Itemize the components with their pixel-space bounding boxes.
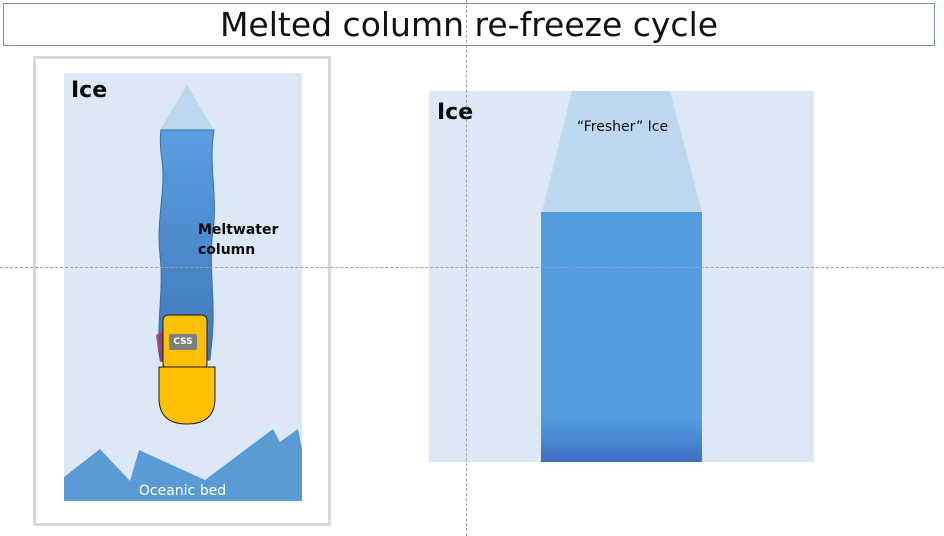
meltwater-label-line1: Meltwater — [198, 222, 279, 238]
right-ice-label: Ice — [437, 100, 474, 125]
warm-water-tint — [156, 330, 163, 362]
oceanic-bed-label: Oceanic bed — [138, 483, 227, 499]
probe-label: CSS — [169, 334, 197, 350]
horizontal-guide-line — [0, 267, 944, 268]
meltwater-column-label: Meltwater column — [198, 220, 278, 260]
left-ice-label: Ice — [71, 78, 108, 103]
fresher-ice-trapezoid — [542, 91, 702, 212]
oceanic-bed — [64, 429, 302, 501]
fresher-ice-label: “Fresher” Ice — [576, 119, 669, 135]
probe-lower-body — [158, 366, 216, 425]
meltwater-label-line2: column — [198, 242, 256, 258]
diagram-title: Melted column re-freeze cycle — [3, 3, 935, 46]
left-fresh-ice-tip — [160, 85, 214, 130]
right-meltwater-column — [541, 212, 702, 462]
vertical-guide-line — [466, 0, 467, 536]
